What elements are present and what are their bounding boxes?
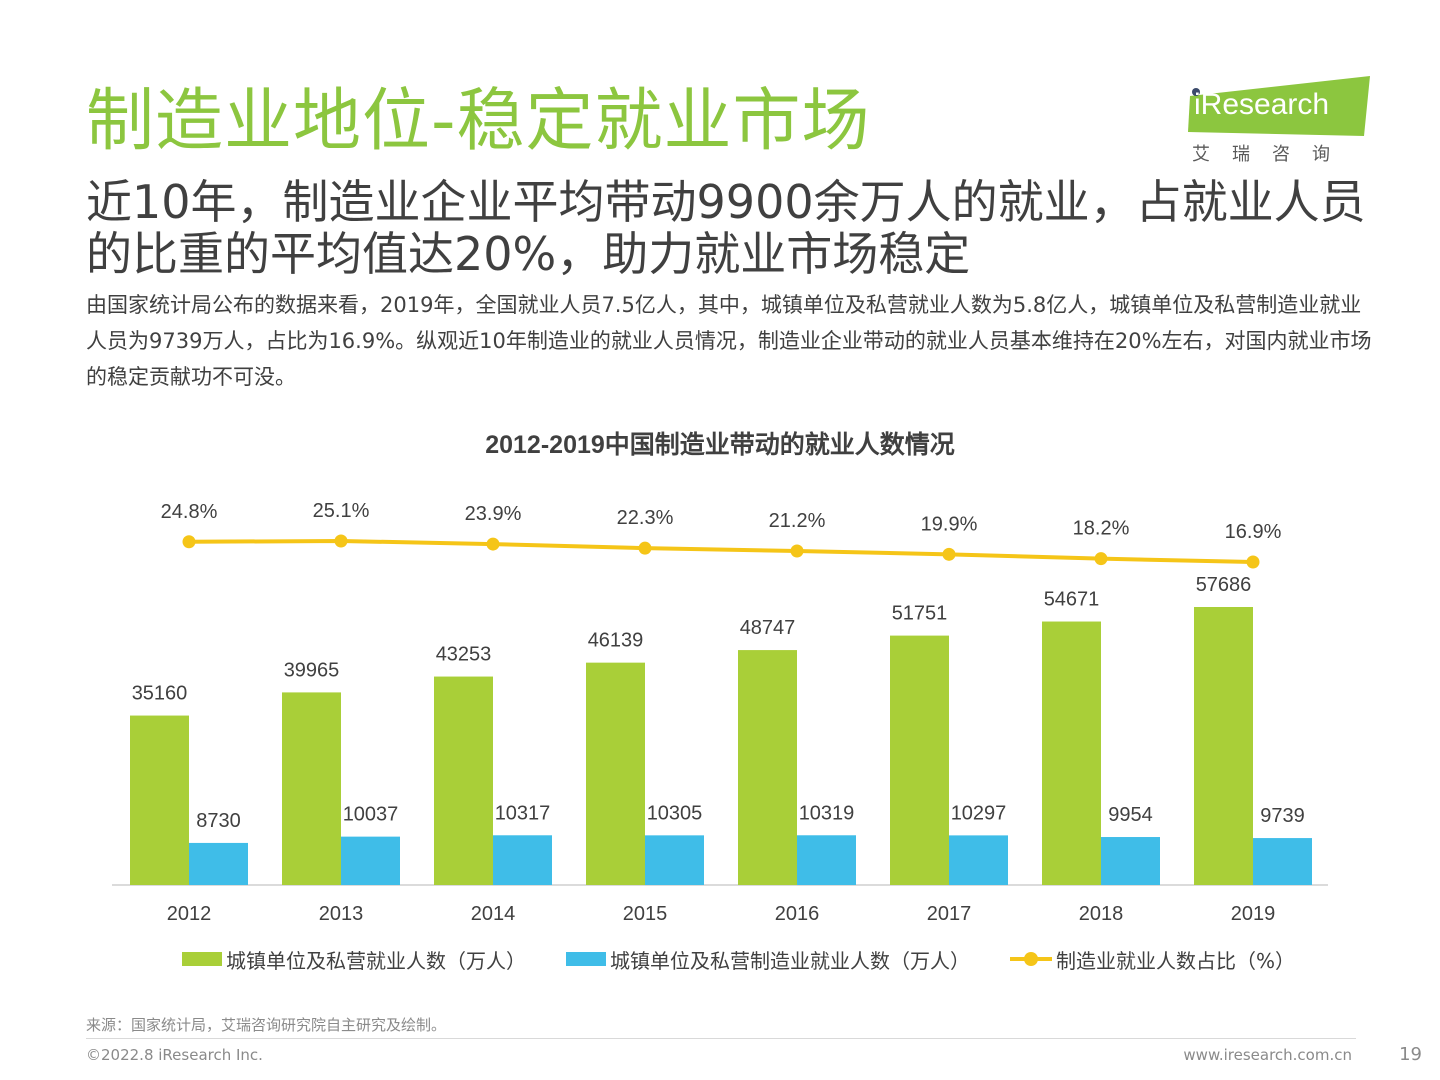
x-tick-label-2017: 2017 (927, 903, 972, 925)
share-point-2012 (182, 535, 196, 549)
page-number: 19 (1399, 1044, 1422, 1065)
bar-manufacturing-2016 (797, 835, 856, 885)
legend-item-share: 制造业就业人数占比（%） (1010, 945, 1295, 974)
share-label-2015: 22.3% (617, 507, 674, 529)
logo-subtitle: 艾瑞咨询 (1192, 144, 1352, 165)
legend-swatch-total (182, 952, 222, 966)
share-line (188, 538, 1254, 564)
bar-total-2018 (1042, 621, 1101, 885)
legend-label-share: 制造业就业人数占比（%） (1056, 948, 1296, 973)
logo-banner-shape (1188, 76, 1370, 136)
data-label-manufacturing-2017: 10297 (951, 802, 1007, 824)
data-label-total-2014: 43253 (436, 644, 492, 666)
legend-item-total: 城镇单位及私营就业人数（万人） (182, 945, 526, 974)
data-label-total-2017: 51751 (892, 603, 948, 625)
page-headline: 近10年，制造业企业平均带动9900余万人的就业，占就业人员的比重的平均值达20… (86, 175, 1366, 281)
share-label-2018: 18.2% (1073, 518, 1130, 540)
page-description: 由国家统计局公布的数据来看，2019年，全国就业人员7.5亿人，其中，城镇单位及… (86, 293, 1372, 389)
data-label-manufacturing-2015: 10305 (647, 802, 703, 824)
data-label-total-2015: 46139 (588, 630, 644, 652)
share-label-2016: 21.2% (769, 510, 826, 532)
x-tick-label-2013: 2013 (319, 903, 364, 925)
footer-divider (86, 1038, 1356, 1039)
share-label-2017: 19.9% (921, 513, 978, 535)
data-label-manufacturing-2014: 10317 (495, 802, 551, 824)
data-label-total-2019: 57686 (1196, 574, 1252, 596)
data-label-manufacturing-2013: 10037 (343, 804, 399, 826)
data-label-total-2018: 54671 (1044, 589, 1100, 611)
legend-label-total: 城镇单位及私营就业人数（万人） (226, 948, 526, 973)
employment-chart: 2012-2019中国制造业带动的就业人数情况 35160 8730 2012 3996… (112, 430, 1328, 925)
share-point-2014 (486, 537, 500, 551)
legend-item-manufacturing: 城镇单位及私营制造业就业人数（万人） (566, 945, 970, 974)
chart-title: 2012-2019中国制造业带动的就业人数情况 (485, 430, 955, 459)
bar-manufacturing-2013 (341, 836, 400, 885)
share-label-2014: 23.9% (465, 503, 522, 525)
bar-manufacturing-2017 (949, 835, 1008, 885)
source-note: 来源：国家统计局，艾瑞咨询研究院自主研究及绘制。 (86, 1016, 447, 1034)
bar-total-2016 (738, 650, 797, 885)
bar-total-2013 (282, 692, 341, 885)
share-point-2016 (790, 544, 804, 558)
bar-total-2015 (586, 662, 645, 885)
bar-manufacturing-2012 (189, 842, 248, 885)
share-point-2015 (638, 541, 652, 555)
x-tick-label-2016: 2016 (775, 903, 820, 925)
website-link[interactable]: www.iresearch.com.cn (1183, 1046, 1352, 1064)
legend-swatch-manufacturing (566, 952, 606, 966)
share-label-2019: 16.9% (1225, 521, 1282, 543)
share-label-2012: 24.8% (161, 501, 218, 523)
page-title: 制造业地位-稳定就业市场 (86, 82, 871, 161)
logo-wordmark: iResearch (1194, 88, 1330, 121)
data-label-total-2016: 48747 (740, 617, 796, 639)
bar-manufacturing-2019 (1253, 838, 1312, 885)
copyright: ©2022.8 iResearch Inc. (86, 1046, 263, 1064)
chart-legend: 城镇单位及私营就业人数（万人） 城镇单位及私营制造业就业人数（万人） 制造业就业… (182, 944, 1335, 974)
bar-total-2012 (130, 715, 189, 885)
x-tick-label-2014: 2014 (471, 903, 516, 925)
data-label-total-2012: 35160 (132, 683, 188, 705)
x-tick-label-2019: 2019 (1231, 903, 1276, 925)
bar-manufacturing-2018 (1101, 837, 1160, 885)
x-tick-label-2012: 2012 (167, 903, 212, 925)
data-label-manufacturing-2016: 10319 (799, 802, 855, 824)
share-point-2013 (334, 534, 348, 548)
bar-total-2019 (1194, 607, 1253, 885)
legend-swatch-share (1010, 952, 1052, 966)
share-point-2018 (1094, 552, 1108, 566)
iresearch-logo: iResearch 艾瑞咨询 (1186, 74, 1376, 170)
data-label-manufacturing-2012: 8730 (196, 810, 241, 832)
x-tick-label-2018: 2018 (1079, 903, 1124, 925)
bar-total-2014 (434, 676, 493, 885)
share-label-2013: 25.1% (313, 500, 370, 522)
x-tick-label-2015: 2015 (623, 903, 668, 925)
data-label-manufacturing-2019: 9739 (1260, 805, 1305, 827)
legend-label-manufacturing: 城镇单位及私营制造业就业人数（万人） (610, 948, 970, 973)
bar-manufacturing-2014 (493, 835, 552, 885)
bar-manufacturing-2015 (645, 835, 704, 885)
bar-total-2017 (890, 635, 949, 885)
share-point-2019 (1246, 555, 1260, 569)
data-label-total-2013: 39965 (284, 659, 340, 681)
data-label-manufacturing-2018: 9954 (1108, 804, 1153, 826)
share-point-2017 (942, 547, 956, 561)
